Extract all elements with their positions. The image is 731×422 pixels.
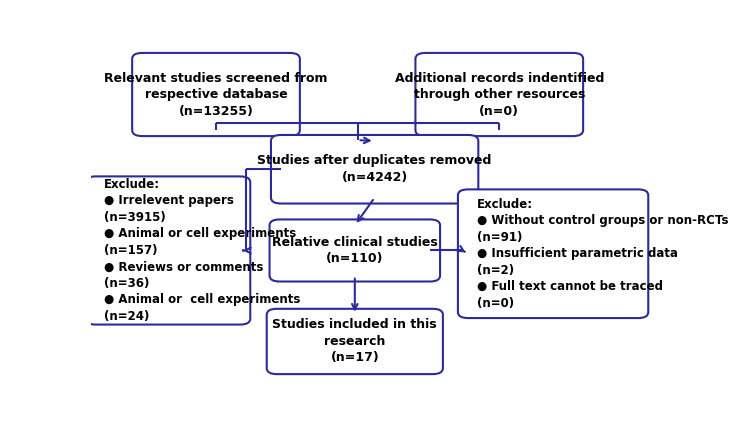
FancyBboxPatch shape — [270, 219, 440, 281]
Text: Studies included in this
research
(n=17): Studies included in this research (n=17) — [273, 319, 437, 365]
FancyBboxPatch shape — [415, 53, 583, 136]
Text: Relative clinical studies
(n=110): Relative clinical studies (n=110) — [272, 236, 438, 265]
Text: Exclude:
● Irrelevent papers
(n=3915)
● Animal or cell experiments
(n=157)
● Rev: Exclude: ● Irrelevent papers (n=3915) ● … — [104, 178, 300, 323]
FancyBboxPatch shape — [132, 53, 300, 136]
Text: Exclude:
● Without control groups or non-RCTs
(n=91)
● Insufficient parametric d: Exclude: ● Without control groups or non… — [477, 198, 728, 310]
Text: Additional records indentified
through other resources
(n=0): Additional records indentified through o… — [395, 71, 604, 117]
FancyBboxPatch shape — [458, 189, 648, 318]
Text: Studies after duplicates removed
(n=4242): Studies after duplicates removed (n=4242… — [257, 154, 492, 184]
FancyBboxPatch shape — [267, 309, 443, 374]
FancyBboxPatch shape — [86, 176, 250, 325]
Text: Relevant studies screened from
respective database
(n=13255): Relevant studies screened from respectiv… — [105, 71, 327, 117]
FancyBboxPatch shape — [271, 135, 478, 203]
